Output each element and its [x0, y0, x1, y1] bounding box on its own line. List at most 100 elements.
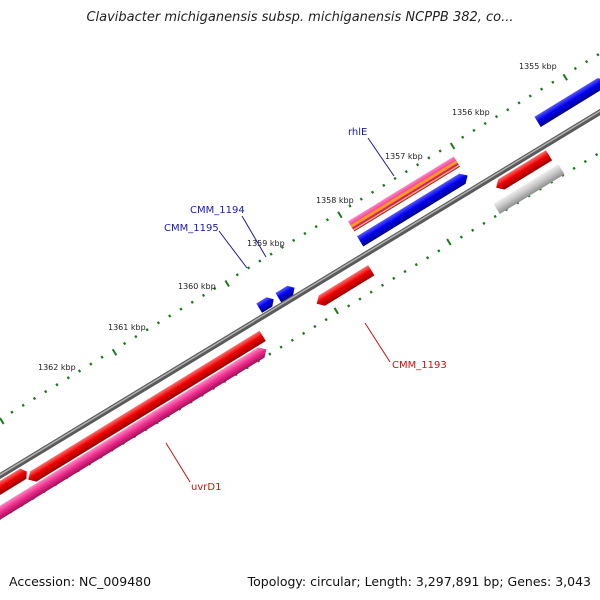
outer-minor-tick [382, 183, 386, 187]
scale-label-1361: 1361 kbp [108, 323, 146, 332]
outer-minor-tick [551, 80, 555, 84]
gene-label-cmm1194[interactable]: CMM_1194 [190, 205, 245, 216]
map-title: Clavibacter michiganensis subsp. michiga… [86, 10, 514, 25]
outer-minor-tick [427, 156, 431, 160]
outer-minor-tick [359, 197, 363, 201]
gene-arrow-forward-rhlE-group[interactable] [357, 170, 471, 247]
outer-minor-tick [44, 389, 48, 394]
outer-minor-tick [404, 169, 408, 174]
inner-minor-tick [425, 256, 430, 260]
outer-minor-tick [21, 403, 25, 407]
outer-minor-tick [438, 149, 442, 153]
outer-minor-tick [156, 321, 161, 325]
outer-minor-tick [168, 314, 172, 318]
outer-minor-tick [528, 94, 532, 98]
outer-minor-tick [235, 273, 239, 277]
gene-label-rhlE[interactable]: rhlE [348, 127, 367, 138]
outer-minor-tick [123, 341, 127, 346]
inner-minor-tick [392, 276, 396, 280]
outer-minor-tick [517, 101, 521, 105]
inner-minor-tick [572, 166, 576, 170]
outer-minor-tick [573, 66, 577, 71]
outer-minor-tick [213, 286, 217, 291]
outer-minor-tick [461, 135, 465, 139]
leader-line-uvrD1 [165, 442, 191, 483]
outer-minor-tick [66, 376, 70, 380]
gene-arrow-forward-1[interactable] [534, 75, 600, 127]
genome-summary-text: Topology: circular; Length: 3,297,891 bp… [247, 574, 591, 589]
inner-minor-tick [459, 235, 463, 239]
outer-minor-tick [483, 121, 487, 126]
outer-minor-tick [201, 293, 206, 297]
scale-label-1362: 1362 kbp [38, 363, 76, 372]
scale-label-1359: 1359 kbp [247, 239, 285, 248]
inner-minor-tick [358, 297, 362, 301]
outer-minor-tick [539, 87, 544, 91]
inner-minor-tick [482, 221, 486, 225]
leader-line-cmm1195 [218, 230, 248, 269]
outer-tick-track [0, 53, 600, 425]
inner-minor-tick [347, 304, 351, 308]
outer-minor-tick [596, 53, 600, 57]
inner-major-tick [333, 307, 339, 315]
outer-minor-tick [325, 218, 330, 222]
gene-label-cmm1193[interactable]: CMM_1193 [392, 360, 447, 371]
outer-minor-tick [190, 300, 194, 304]
gene-arrow-cmm1195[interactable] [256, 295, 276, 313]
outer-minor-tick [269, 252, 273, 256]
outer-minor-tick [303, 231, 307, 236]
outer-major-tick [562, 73, 568, 81]
leader-line-cmm1194 [241, 215, 267, 258]
outer-minor-tick [292, 238, 296, 242]
inner-minor-tick [290, 338, 294, 342]
scale-labels: 1355 kbp 1356 kbp 1357 kbp 1358 kbp 1359… [38, 62, 557, 372]
inner-minor-tick [313, 324, 317, 329]
outer-major-tick [0, 417, 5, 425]
rna-feature-uvrD1[interactable] [0, 344, 270, 522]
inner-minor-tick [583, 159, 587, 164]
outer-minor-tick [280, 245, 284, 249]
outer-minor-tick [10, 410, 14, 414]
gene-label-cmm1195[interactable]: CMM_1195 [164, 223, 219, 234]
reverse-gene-track [0, 150, 565, 522]
outer-minor-tick [246, 266, 251, 270]
outer-minor-tick [258, 259, 262, 263]
outer-minor-tick [77, 369, 82, 373]
inner-minor-tick [369, 290, 373, 294]
outer-minor-tick [506, 108, 510, 112]
inner-minor-tick [493, 214, 497, 219]
outer-minor-tick [494, 114, 499, 119]
gene-label-group: rhlE CMM_1194 CMM_1195 CMM_1193 uvrD1 [164, 127, 447, 493]
gene-arrow-cmm1193[interactable] [314, 265, 375, 309]
genome-backbone [0, 108, 600, 480]
inner-minor-tick [595, 152, 599, 157]
inner-minor-tick [302, 331, 306, 335]
gene-arrow-cmm1194[interactable] [275, 283, 297, 303]
scale-label-1357: 1357 kbp [385, 152, 423, 161]
inner-minor-tick [380, 283, 385, 287]
leader-line-cmm1193 [364, 322, 391, 363]
gene-arrow-reverse-left[interactable] [0, 466, 30, 504]
rna-feature-rhlE[interactable] [348, 156, 460, 232]
outer-minor-tick [314, 224, 318, 229]
gene-arrow-reverse-1[interactable] [493, 150, 553, 193]
outer-minor-tick [472, 128, 476, 132]
outer-minor-tick [55, 383, 59, 387]
pseudogene-arrow[interactable] [493, 164, 565, 214]
outer-minor-tick [89, 362, 93, 366]
outer-minor-tick [370, 190, 375, 194]
outer-minor-tick [585, 59, 589, 64]
inner-minor-tick [268, 352, 272, 356]
leader-line-rhlE [367, 137, 395, 177]
outer-major-tick [111, 348, 118, 356]
gene-label-uvrD1[interactable]: uvrD1 [191, 482, 221, 493]
outer-minor-tick [145, 328, 149, 332]
outer-minor-tick [416, 163, 420, 167]
gene-arrow-uvrD1-long[interactable] [25, 330, 266, 485]
forward-gene-track [256, 75, 600, 313]
inner-minor-tick [437, 249, 441, 253]
scale-label-1358: 1358 kbp [316, 196, 354, 205]
scale-label-1360: 1360 kbp [178, 282, 216, 291]
outer-minor-tick [179, 307, 183, 311]
